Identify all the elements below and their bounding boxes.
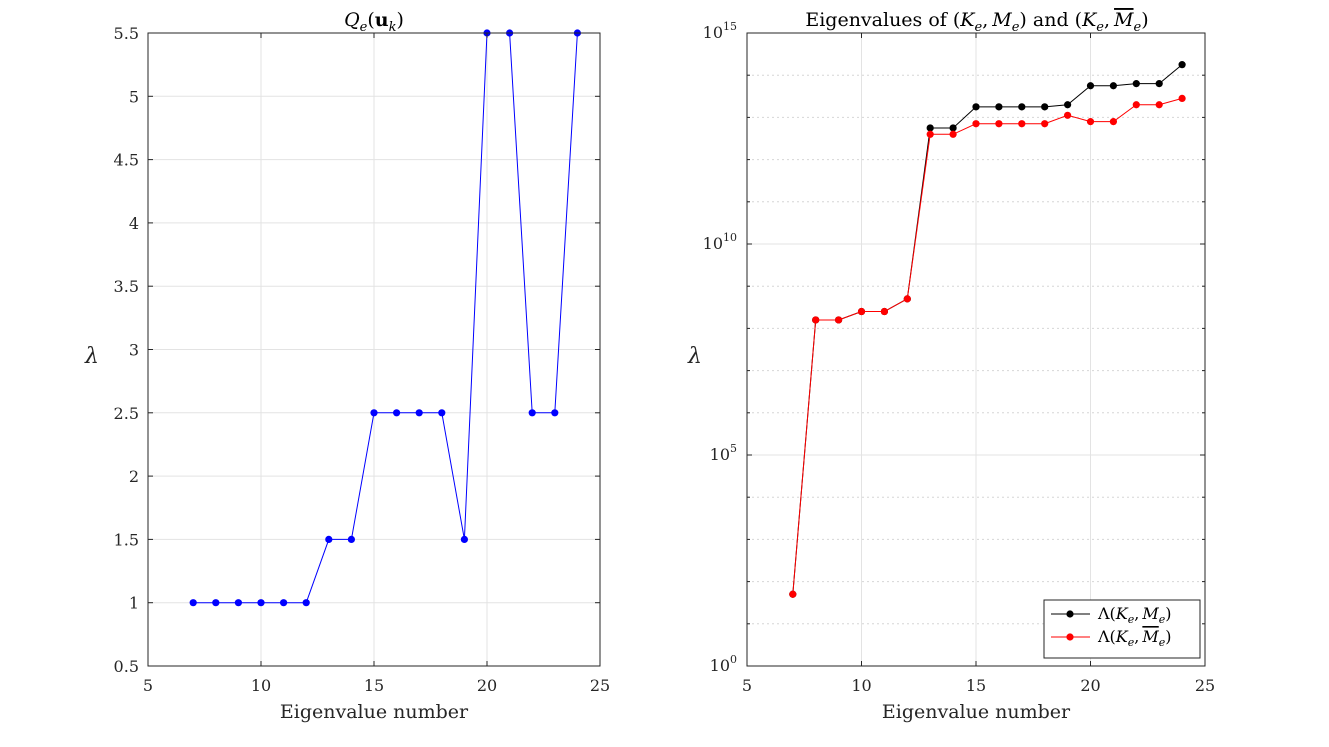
right-data-point-1	[789, 590, 797, 598]
left-data-point	[212, 599, 220, 607]
left-grid	[148, 33, 600, 666]
right-data-point-1	[972, 120, 980, 128]
right-data-point-1	[1155, 101, 1163, 109]
right-data-point-1	[903, 295, 911, 303]
left-data-point	[393, 409, 401, 417]
right-data-point-0	[926, 124, 934, 132]
right-data-point-1	[1178, 94, 1186, 103]
right-chart-title: Eigenvalues of (Ke, Me) and (Ke, Me)	[805, 9, 1148, 35]
right-data-point-1	[835, 316, 843, 324]
left-data-point	[415, 409, 423, 417]
left-y-tick-label: 4	[129, 214, 139, 233]
right-x-tick-label: 20	[1080, 676, 1100, 695]
right-x-tick-label: 25	[1195, 676, 1215, 695]
right-data-point-0	[1041, 103, 1049, 111]
right-x-tick-label: 15	[966, 676, 986, 695]
right-y-ticks: 100 105 1010 1015	[703, 20, 1205, 675]
left-y-tick-label: 3	[129, 341, 139, 360]
legend-box	[1043, 599, 1201, 659]
right-x-axis-label: Eigenvalue number	[882, 701, 1071, 723]
right-data-point-1	[1018, 120, 1026, 128]
left-data-point	[438, 409, 446, 417]
legend-entry-red: Λ(Ke, Me)	[1097, 627, 1172, 649]
legend-marker-black	[1066, 610, 1074, 618]
left-data-point	[189, 599, 197, 607]
right-x-tick-label: 5	[742, 676, 752, 695]
right-data-point-0	[1018, 103, 1026, 111]
right-data-point-1	[880, 307, 889, 316]
left-x-tick-label: 25	[590, 676, 610, 695]
left-y-tick-label: 1	[129, 594, 139, 613]
right-data-point-1	[1109, 118, 1117, 126]
left-x-axis-label: Eigenvalue number	[280, 701, 469, 723]
left-chart-title: Qe(uk)	[344, 9, 404, 35]
left-data-point	[460, 535, 468, 544]
left-data-point	[528, 409, 536, 417]
left-data-point	[551, 409, 559, 417]
right-data-point-0	[1155, 80, 1163, 88]
left-data-point	[302, 599, 310, 607]
right-data-point-0	[1109, 82, 1117, 90]
left-y-tick-label: 0.5	[114, 657, 139, 676]
right-y-tick-label: 100	[710, 653, 737, 675]
right-data-point-0	[1086, 82, 1095, 90]
legend-entry-black: Λ(Ke, Me)	[1097, 604, 1172, 626]
right-y-tick-label: 1010	[703, 231, 737, 253]
right-data-point-1	[1041, 120, 1049, 128]
left-data-point	[347, 535, 355, 544]
right-data-point-1	[926, 130, 934, 138]
left-data-point	[257, 599, 265, 607]
right-y-tick-label: 1015	[703, 20, 737, 42]
left-y-tick-label: 5.5	[114, 24, 139, 43]
left-y-axis-label: λ	[84, 344, 99, 369]
right-y-tick-label: 105	[710, 442, 737, 464]
legend-marker-red	[1066, 633, 1074, 641]
left-y-tick-label: 2.5	[114, 404, 139, 423]
left-data-point	[370, 409, 378, 417]
left-y-tick-label: 4.5	[114, 151, 139, 170]
legend: Λ(Ke, Me) Λ(Ke, Me)	[1043, 599, 1201, 659]
left-y-ticks: 0.5 1 1.5 2 2.5 3 3.5 4 4.5 5 5.5	[114, 24, 600, 676]
left-series-line	[193, 32, 578, 604]
left-y-tick-label: 5	[129, 87, 139, 106]
right-data-point-1	[1132, 101, 1140, 109]
right-data-point-1	[1086, 118, 1095, 126]
right-x-tick-label: 10	[851, 676, 871, 695]
right-series-group	[789, 61, 1186, 598]
right-data-point-0	[995, 103, 1003, 111]
right-data-point-1	[857, 307, 866, 316]
right-data-point-1	[949, 130, 957, 138]
left-axes: 5 10 15 20 25 0.5 1 1.5 2 2.5 3 3.5 4 4.5 5 5.5 Qe(uk)…	[84, 9, 610, 723]
right-x-ticks: 5 10 15 20 25	[742, 33, 1215, 695]
right-data-point-0	[949, 124, 957, 132]
right-series-line-1	[792, 97, 1183, 595]
left-data-point	[234, 599, 242, 607]
left-y-tick-label: 2	[129, 467, 139, 486]
left-x-tick-label: 5	[143, 676, 153, 695]
left-x-tick-label: 10	[251, 676, 271, 695]
right-data-point-1	[995, 120, 1003, 128]
left-x-ticks: 5 10 15 20 25	[143, 33, 610, 695]
left-x-tick-label: 15	[364, 676, 384, 695]
right-data-point-0	[1064, 101, 1072, 109]
right-data-point-0	[972, 103, 980, 111]
left-y-tick-label: 3.5	[114, 277, 139, 296]
left-y-tick-label: 1.5	[114, 530, 139, 549]
right-data-point-0	[1132, 80, 1140, 88]
right-y-axis-label: λ	[687, 344, 702, 369]
right-data-point-0	[1178, 61, 1186, 69]
left-data-point	[280, 599, 288, 607]
left-data-point	[325, 535, 333, 544]
right-data-point-1	[812, 316, 820, 324]
left-x-tick-label: 20	[477, 676, 497, 695]
right-data-point-1	[1064, 111, 1072, 119]
